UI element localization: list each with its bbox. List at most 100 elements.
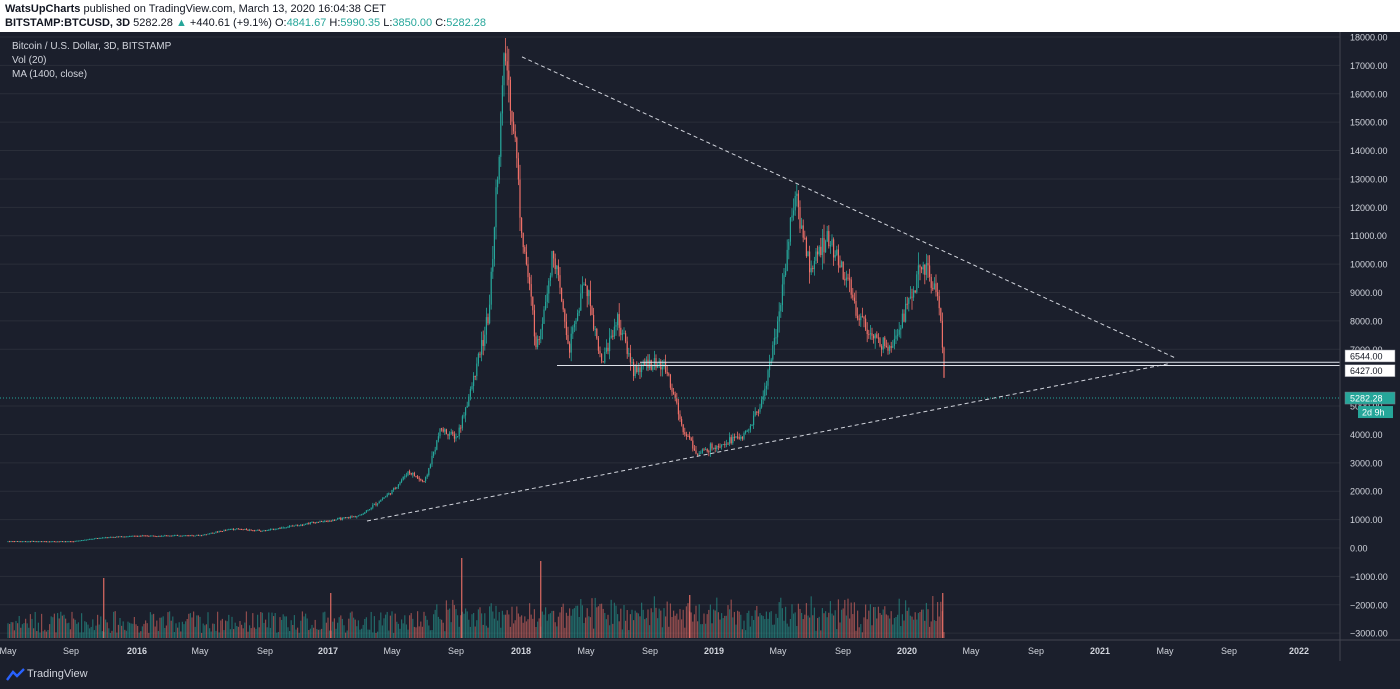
volume-bar [101,631,103,638]
candle-body [437,436,439,441]
volume-bar [127,621,129,638]
chart-area[interactable]: 18000.00 17000.00 16000.00 15000.00 14000.00… [0,32,1400,661]
candle-body [629,353,631,363]
volume-bar [737,610,739,638]
trend-lines[interactable] [0,56,1340,522]
time-axis[interactable]: May Sep 2016 May Sep 2017 May Sep 2018 May Sep 2019… [0,639,1400,656]
volume-bar [25,618,27,638]
candle-body [308,523,310,525]
volume-bar [213,623,215,638]
volume-bar [58,618,60,638]
candle-body [818,246,820,255]
volume-bar [842,608,844,638]
candle-body [516,137,518,159]
volume-bar [813,607,815,638]
volume-bar [7,623,9,638]
volume-bar [780,597,782,638]
volume-bar [100,616,102,638]
volume-bar [673,610,675,638]
volume-bar [586,608,588,638]
author-name[interactable]: WatsUpCharts [5,3,81,15]
candle-body [925,263,927,275]
volume-bar [396,621,398,638]
volume-bar [221,618,223,638]
candle-body [297,524,299,526]
volume-bar [524,616,526,638]
candle-body [833,239,835,258]
volume-bar [237,626,239,638]
brand-label[interactable]: TradingView [27,668,88,680]
candle-body [769,363,771,371]
candle-body [189,535,191,537]
volume-bar [233,629,235,638]
y-tick-label: 15000.00 [1350,118,1388,128]
volume-bar [305,613,307,638]
candle-body [157,535,159,537]
volume-bar [799,608,801,638]
volume-bar [9,623,11,638]
volume-bar [405,624,407,638]
candle-body [49,541,51,543]
candle-body [121,536,123,538]
candle-body [881,346,883,350]
volume-bar [695,605,697,638]
candle-body [514,131,516,138]
volume-bar [653,596,655,638]
candle-body [266,529,268,531]
candle-body [124,536,126,538]
candle-body [935,283,937,293]
candle-body [109,536,111,538]
candle-body [481,340,483,355]
x-tick-label: May [577,646,595,656]
volume-bar [906,610,908,638]
volume-bar [636,612,638,638]
volume-bar [506,610,508,638]
volume-bar [111,630,113,638]
volume-bar [930,621,932,638]
candle-body [674,394,676,399]
candle-body [457,436,459,438]
ascending-trendline [366,362,1171,522]
volume-bar [610,599,612,638]
candle-body [433,451,435,456]
volume-bar [169,611,171,638]
volume-bar [196,615,198,638]
volume-bar [665,616,667,638]
candle-body [436,440,438,450]
volume-spike [540,561,542,638]
price-chart[interactable]: 18000.00 17000.00 16000.00 15000.00 14000.00… [0,32,1400,661]
volume-bar [849,618,851,638]
candle-body [793,210,795,216]
candle-body [517,158,519,180]
candle-body [549,275,551,281]
candle-body [394,488,396,490]
candle-body [404,476,406,478]
volume-bar [42,631,44,638]
candle-body [813,260,815,270]
author-line: WatsUpCharts published on TradingView.co… [5,3,386,15]
volume-bar [303,616,305,638]
candle-body [791,215,793,218]
candle-body [551,250,553,276]
candle-body [316,521,318,523]
y-tick-label: 2000.00 [1350,487,1383,497]
volume-bar [783,620,785,638]
price-axis[interactable]: 18000.00 17000.00 16000.00 15000.00 14000.00… [1339,32,1396,661]
candle-body [231,528,233,530]
candle-body [370,507,372,510]
volume-bar [485,625,487,638]
tradingview-logo-icon[interactable] [6,668,26,682]
candle-body [111,536,113,538]
volume-bar [631,609,633,638]
candle-body [647,359,649,368]
candle-body [226,529,228,531]
candle-body [869,333,871,335]
volume-bar [789,619,791,638]
volume-bar [705,623,707,638]
candle-body [28,541,30,543]
candle-body [868,334,870,336]
volume-bar [404,615,406,638]
candle-body [756,411,758,413]
volume-bar [175,623,177,638]
volume-bar [589,617,591,638]
